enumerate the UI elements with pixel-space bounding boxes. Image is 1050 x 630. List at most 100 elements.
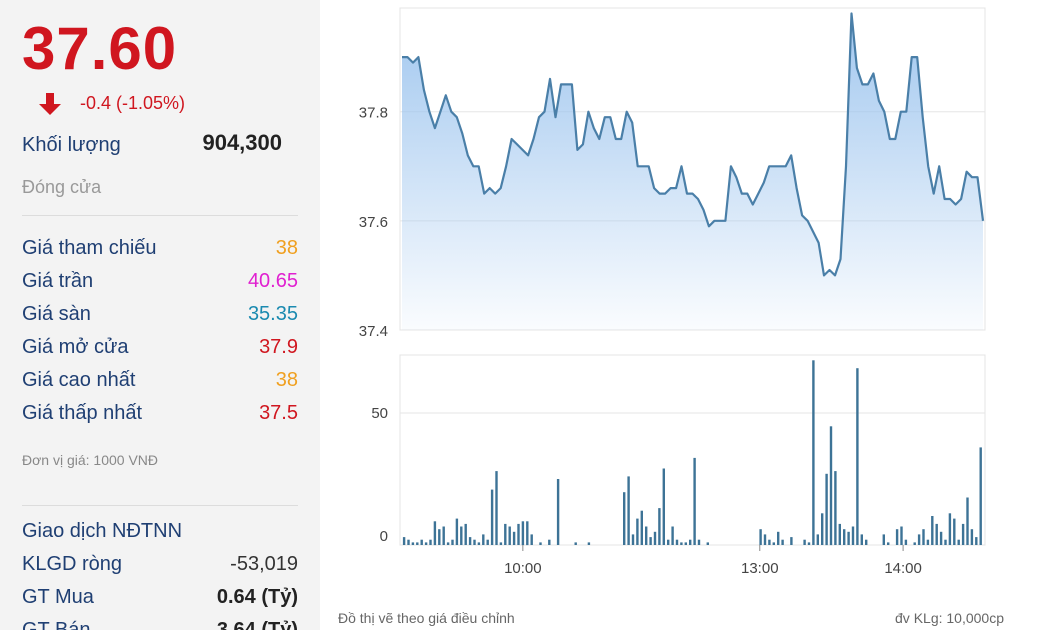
divider	[22, 215, 298, 216]
volume-bar	[451, 539, 454, 545]
volume-bar	[499, 542, 503, 545]
reference-price-label: Giá tham chiếu	[22, 237, 157, 259]
volume-bar	[420, 539, 423, 545]
low-price-value: 37.5	[259, 402, 298, 424]
volume-bar	[882, 534, 885, 545]
volume-bar	[526, 521, 529, 546]
volume-bar	[887, 542, 890, 545]
volume-bar	[402, 537, 406, 545]
buy-value-label: GT Mua	[22, 586, 94, 608]
market-status: Đóng cửa	[22, 177, 102, 197]
volume-bar	[777, 531, 780, 545]
price-tick-label: 37.6	[359, 214, 388, 231]
volume-bar	[411, 542, 415, 545]
volume-bar	[706, 542, 709, 545]
ceiling-price-label: Giá trần	[22, 270, 94, 292]
volume-bar	[658, 508, 661, 545]
volume-bar	[495, 471, 498, 545]
reference-price-value: 38	[275, 237, 298, 259]
volume-bar	[961, 523, 965, 545]
buy-value-value: 0.64 (Tỷ)	[216, 586, 298, 608]
volume-bar	[627, 476, 630, 545]
volume-bar	[556, 479, 560, 545]
volume-bar	[645, 526, 648, 545]
volume-unit-note: đv KLg: 10,000cp	[895, 610, 1004, 626]
volume-bar	[675, 539, 679, 545]
volume-bar	[662, 468, 665, 545]
net-volume-value: -53,019	[230, 553, 298, 575]
volume-panel: 0 50	[371, 354, 986, 546]
volume-bar	[935, 523, 938, 545]
volume-bar	[464, 523, 467, 545]
volume-bar	[636, 518, 639, 545]
volume-bar	[574, 542, 577, 545]
volume-bar	[667, 539, 670, 545]
current-price: 37.60	[22, 15, 178, 82]
volume-bar	[917, 534, 921, 545]
volume-bar	[812, 360, 815, 545]
volume-bar	[966, 497, 969, 545]
row-low-price: Giá thấp nhất 37.5	[22, 402, 298, 428]
time-tick-label: 10:00	[504, 560, 542, 577]
volume-bar	[816, 534, 819, 545]
divider	[22, 505, 298, 506]
volume-bar	[693, 457, 696, 545]
high-price-value: 38	[275, 369, 298, 391]
net-volume-label: KLGD ròng	[22, 553, 123, 575]
volume-bar	[653, 531, 657, 545]
volume-bar	[587, 542, 591, 545]
row-net-volume: KLGD ròng -53,019	[22, 553, 298, 579]
volume-bar	[689, 539, 692, 545]
volume-bar	[970, 529, 974, 545]
volume-bar	[455, 518, 459, 545]
volume-value: 904,300	[202, 130, 282, 155]
price-tick-label: 37.4	[359, 323, 388, 340]
volume-bar	[759, 529, 762, 545]
high-price-label: Giá cao nhất	[22, 369, 136, 391]
volume-bar	[442, 526, 445, 545]
quote-panel: 37.60 -0.4 (-1.05%) Khối lượng 904,300 Đ…	[0, 0, 320, 630]
open-price-value: 37.9	[259, 336, 298, 358]
volume-bar	[856, 368, 859, 545]
row-open-price: Giá mở cửa 37.9	[22, 336, 298, 362]
sell-value-label: GT Bán	[22, 619, 91, 630]
volume-bar	[975, 537, 978, 545]
volume-bar	[922, 529, 925, 545]
floor-price-value: 35.35	[247, 303, 298, 325]
volume-bar	[926, 539, 930, 545]
volume-bar	[829, 426, 833, 546]
volume-plot-area	[399, 354, 986, 546]
volume-bar	[843, 529, 846, 545]
volume-bar	[772, 542, 775, 545]
volume-bar	[865, 539, 868, 545]
ceiling-price-value: 40.65	[247, 270, 298, 292]
volume-bar	[530, 534, 533, 545]
volume-bar	[482, 534, 485, 545]
volume-bar	[486, 539, 489, 545]
volume-bar	[623, 492, 626, 545]
volume-bar	[548, 539, 551, 545]
volume-tick-label: 50	[371, 405, 388, 422]
open-price-label: Giá mở cửa	[22, 336, 129, 358]
volume-bar	[895, 529, 899, 545]
volume-bar	[539, 542, 542, 545]
volume-bar	[834, 471, 837, 545]
volume-bar	[468, 537, 472, 545]
volume-bar	[790, 537, 793, 545]
low-price-label: Giá thấp nhất	[22, 402, 143, 424]
volume-bar	[860, 534, 863, 545]
row-sell-value: GT Bán 3.64 (Tỷ)	[22, 619, 298, 630]
volume-bar	[913, 542, 916, 545]
price-volume-chart: 37.4 37.6 37.8 0 50 10:00 13:00 14:00	[359, 7, 986, 577]
sell-value-value: 3.64 (Tỷ)	[216, 619, 298, 630]
volume-bar	[649, 537, 652, 545]
row-reference-price: Giá tham chiếu 38	[22, 237, 298, 263]
volume-bar	[490, 489, 494, 545]
volume-bar	[781, 539, 784, 545]
volume-bar	[763, 534, 767, 545]
volume-bar	[948, 513, 952, 545]
floor-price-label: Giá sàn	[22, 303, 91, 325]
volume-bar	[517, 523, 520, 545]
row-high-price: Giá cao nhất 38	[22, 369, 298, 395]
volume-bar	[957, 539, 960, 545]
